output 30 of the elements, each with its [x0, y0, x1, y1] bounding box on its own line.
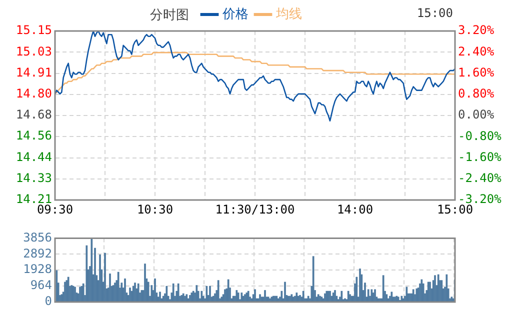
y2-tick-label: -1.60%	[458, 150, 502, 164]
x-tick-label: 14:00	[336, 202, 374, 216]
legend-label: 价格	[222, 6, 248, 22]
y-tick-label: 964	[30, 278, 52, 292]
y-tick-label: 2892	[23, 246, 52, 260]
y2-tick-label: 3.20%	[458, 23, 495, 38]
x-tick-label: 09:30	[36, 202, 74, 216]
y-tick-label: 3856	[23, 230, 52, 244]
text: 15:00	[416, 6, 453, 20]
y-tick-label: 14.80	[16, 86, 52, 101]
x-tick-label: 11:30/13:00	[215, 202, 295, 216]
y-tick-label: 14.56	[16, 128, 52, 143]
x-tick-label: 15:00	[436, 202, 474, 216]
y-tick-label: 15.15	[16, 23, 52, 38]
y2-tick-label: 1.60%	[458, 65, 495, 80]
x-tick-label: 10:30	[136, 202, 174, 216]
y-tick-label: 15.03	[16, 44, 52, 58]
legend-label: 均线	[275, 6, 302, 22]
y-tick-label: 14.33	[16, 170, 52, 185]
y-tick-label: 1928	[23, 262, 52, 276]
y-tick-label: 14.44	[16, 150, 52, 164]
y2-tick-label: 2.40%	[458, 44, 495, 58]
chart-title: 分时图	[150, 7, 189, 24]
y2-tick-label: -0.80%	[458, 128, 502, 143]
y2-tick-label: -2.40%	[458, 171, 502, 185]
y2-tick-label: 0.00%	[458, 108, 495, 122]
y-tick-label: 0	[44, 294, 52, 308]
y-tick-label: 14.91	[16, 65, 52, 80]
y2-tick-label: 0.80%	[458, 86, 495, 100]
y-tick-label: 14.68	[16, 108, 52, 122]
